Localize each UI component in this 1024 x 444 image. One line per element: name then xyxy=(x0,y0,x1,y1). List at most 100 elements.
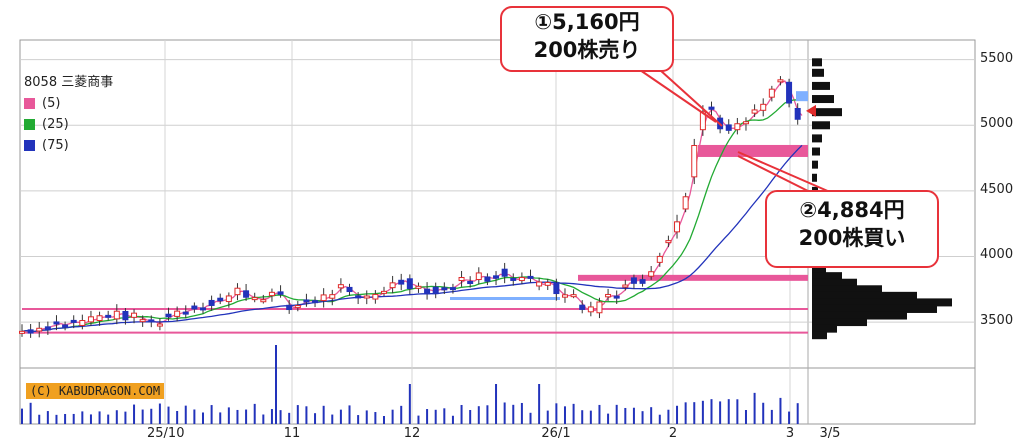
profile-bar xyxy=(812,318,867,327)
volume-bars xyxy=(21,345,799,424)
volume-bar xyxy=(667,409,670,424)
volume-bar xyxy=(408,384,411,424)
buy-callout-action: 200株買い xyxy=(798,226,906,250)
callout-arrows xyxy=(639,69,831,193)
volume-bar xyxy=(693,402,696,424)
candle-down xyxy=(449,287,456,291)
volume-bar xyxy=(632,407,635,424)
legend-swatch xyxy=(24,140,35,151)
candles xyxy=(19,76,801,338)
profile-bar xyxy=(812,298,952,307)
candle-down xyxy=(182,311,189,315)
volume-bar xyxy=(124,411,127,424)
buy-callout-price: ②4,884円 xyxy=(799,198,905,222)
volume-bar xyxy=(184,405,187,424)
x-tick-label: 12 xyxy=(403,426,421,441)
horizontal-levels xyxy=(22,144,808,334)
candle-up xyxy=(156,323,163,327)
legend-label: (25) xyxy=(42,117,69,132)
y-tick-label: 4000 xyxy=(980,247,1014,263)
candle-up xyxy=(536,281,543,287)
candle-up xyxy=(363,295,370,299)
candle-down xyxy=(484,276,491,282)
sell-arrow xyxy=(659,69,723,127)
candle-down xyxy=(725,124,732,131)
candle-up xyxy=(648,271,655,277)
x-tick-label: 3 xyxy=(785,426,795,441)
buy-arrow xyxy=(737,151,831,193)
volume-bar xyxy=(46,411,49,424)
level-band xyxy=(578,274,808,281)
candle-up xyxy=(251,297,258,301)
candle-down xyxy=(786,81,793,104)
volume-bar xyxy=(563,406,566,424)
candle-up xyxy=(79,320,86,326)
candle-up xyxy=(622,284,629,288)
candle-down xyxy=(346,286,353,293)
candle-down xyxy=(630,277,637,284)
volume-bar xyxy=(210,405,213,424)
volume-bar xyxy=(762,402,765,424)
sell-arrow xyxy=(639,69,717,123)
legend-label: (75) xyxy=(42,138,69,153)
volume-bar xyxy=(572,403,575,424)
candle-down xyxy=(44,326,51,331)
volume-bar xyxy=(374,412,377,424)
candle-down xyxy=(303,299,310,303)
legend-swatch xyxy=(24,98,35,109)
candle-down xyxy=(613,295,620,299)
candle-up xyxy=(372,293,379,300)
volume-bar xyxy=(417,415,420,424)
candle-down xyxy=(191,305,198,310)
candle-down xyxy=(398,279,405,285)
legend-item-ma25: (25) xyxy=(24,114,113,135)
y-tick-label: 5500 xyxy=(980,50,1014,66)
candle-up xyxy=(329,294,336,299)
candle-down xyxy=(70,319,77,323)
volume-bar xyxy=(89,414,92,424)
candle-up xyxy=(131,312,138,318)
x-tick-label: 2 xyxy=(668,426,678,441)
profile-bar xyxy=(812,160,818,169)
candle-down xyxy=(432,286,439,295)
candle-down xyxy=(579,304,586,310)
sell-callout-price: ①5,160円 xyxy=(534,10,640,34)
volume-bar xyxy=(141,409,144,424)
candle-up xyxy=(596,301,603,314)
candle-up xyxy=(656,255,663,263)
volume-bar xyxy=(658,414,661,424)
volume-bar xyxy=(296,405,299,424)
candle-up xyxy=(570,294,577,298)
volume-bar xyxy=(98,411,101,424)
volume-bar xyxy=(520,402,523,424)
candle-down xyxy=(286,304,293,311)
volume-bar xyxy=(382,415,385,424)
volume-bar xyxy=(615,404,618,424)
volume-bar xyxy=(684,402,687,424)
volume-bar xyxy=(529,412,532,424)
candle-up xyxy=(113,310,120,320)
profile-bar xyxy=(812,68,824,77)
volume-bar xyxy=(150,408,153,424)
profile-bar xyxy=(812,121,830,130)
volume-bar xyxy=(365,410,368,424)
candle-down xyxy=(527,275,534,279)
volume-bar xyxy=(55,414,58,424)
candle-down xyxy=(277,291,284,295)
volume-bar xyxy=(176,410,179,424)
volume-bar xyxy=(503,402,506,424)
candle-up xyxy=(561,294,568,298)
candle-down xyxy=(441,287,448,291)
volume-bar xyxy=(581,410,584,424)
volume-bar xyxy=(624,407,627,424)
buy-callout: ②4,884円 200株買い xyxy=(765,190,939,268)
candle-up xyxy=(682,196,689,210)
volume-bar xyxy=(598,404,601,424)
candle-down xyxy=(708,106,715,110)
candle-up xyxy=(587,306,594,313)
candle-up xyxy=(19,330,25,334)
volume-bar xyxy=(650,407,653,424)
profile-bar xyxy=(812,173,817,182)
volume-bar xyxy=(727,399,730,424)
volume-bar xyxy=(546,410,549,424)
